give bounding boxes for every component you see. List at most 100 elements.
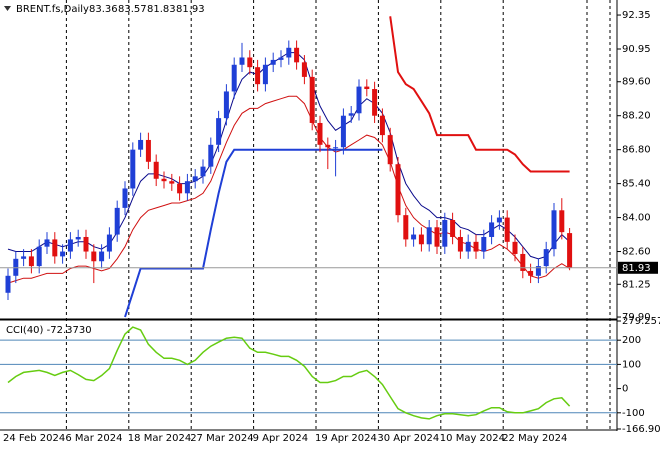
y-tick-label: 84.00 <box>622 213 651 224</box>
y-tick-label: 86.80 <box>622 145 651 156</box>
candle-body <box>91 251 97 262</box>
candle-body <box>543 249 549 267</box>
candle-body <box>130 149 136 189</box>
price-box <box>618 261 658 274</box>
y-tick-label: 81.25 <box>622 279 651 290</box>
ohlc-close: 81.93 <box>176 4 205 15</box>
candle-body <box>395 164 401 216</box>
candle-body <box>512 241 518 254</box>
y-tick-label: -100 <box>622 408 645 419</box>
candle-body <box>340 115 346 148</box>
price-label: 81.93 <box>622 263 651 274</box>
candle-body <box>411 234 417 240</box>
candle-body <box>450 220 456 237</box>
candle-body <box>60 251 66 257</box>
y-tick-label: 100 <box>622 359 641 370</box>
candle-body <box>21 256 27 259</box>
candle-body <box>426 227 432 245</box>
y-tick-label: 82.60 <box>622 247 651 258</box>
symbol-icon <box>4 6 11 11</box>
x-tick-label: 27 Mar 2024 <box>190 433 253 444</box>
candle-body <box>379 115 385 136</box>
y-tick-label: 92.35 <box>622 10 651 21</box>
candle-body <box>138 139 144 150</box>
x-tick-label: 22 May 2024 <box>502 433 567 444</box>
candle-body <box>161 178 167 182</box>
candle-body <box>52 239 58 257</box>
x-tick-label: 10 May 2024 <box>440 433 505 444</box>
candle-body <box>418 234 424 245</box>
indicator-line <box>124 148 383 318</box>
candle-body <box>442 220 448 247</box>
y-tick-label: 89.60 <box>622 77 651 88</box>
candle-body <box>145 139 151 162</box>
candle-body <box>169 181 175 184</box>
candle-body <box>559 210 565 233</box>
candle-body <box>278 57 284 60</box>
candle-body <box>262 64 268 85</box>
candle-body <box>99 251 105 262</box>
candle-body <box>551 210 557 250</box>
candle-body <box>364 86 370 90</box>
candle-body <box>372 89 378 116</box>
candle-body <box>294 47 300 63</box>
y-tick-label: 90.95 <box>622 44 651 55</box>
candle-body <box>28 256 34 267</box>
x-tick-label: 9 Apr 2024 <box>253 433 308 444</box>
cci-line <box>7 326 571 420</box>
candle-body <box>481 236 487 252</box>
candle-body <box>286 47 292 58</box>
candle-body <box>535 266 541 276</box>
candle-body <box>567 233 573 268</box>
candle-body <box>255 67 261 85</box>
candle-body <box>520 253 526 271</box>
y-tick-label: 85.40 <box>622 179 651 190</box>
candle-body <box>114 207 120 235</box>
candle-body <box>216 118 222 145</box>
ohlc-open: 83.36 <box>89 4 118 15</box>
candle-body <box>301 62 307 77</box>
candle-body <box>317 122 323 145</box>
candle-body <box>325 144 331 148</box>
candle-body <box>184 181 190 194</box>
y-tick-label: 79.90 <box>622 312 651 323</box>
x-tick-label: 19 Apr 2024 <box>315 433 377 444</box>
candle-body <box>208 144 214 167</box>
candle-body <box>270 59 276 65</box>
candle-body <box>465 241 471 252</box>
x-tick-label: 18 Mar 2024 <box>128 433 191 444</box>
ohlc-low: 81.83 <box>147 4 176 15</box>
candle-body <box>387 135 393 165</box>
candle-body <box>5 275 11 293</box>
y-tick-label: 200 <box>622 335 641 346</box>
candle-body <box>192 176 198 182</box>
y-tick-label: 279.2571 <box>622 316 660 327</box>
candle-body <box>75 236 81 240</box>
y-tick-label: 88.20 <box>622 111 651 122</box>
candle-body <box>67 239 73 252</box>
candle-body <box>36 246 42 267</box>
candle-body <box>489 222 495 237</box>
candle-body <box>122 188 128 208</box>
indicator-line <box>389 16 570 173</box>
x-tick-label: 6 Mar 2024 <box>65 433 122 444</box>
candle-body <box>223 91 229 119</box>
candle-body <box>239 57 245 65</box>
candle-body <box>403 215 409 240</box>
candle-body <box>528 270 534 276</box>
candle-body <box>504 217 510 242</box>
candle-body <box>83 236 89 252</box>
y-tick-label: -166.904 <box>622 424 660 435</box>
candle-body <box>309 76 315 123</box>
candle-body <box>177 183 183 194</box>
candle-body <box>473 241 479 252</box>
chart-title: BRENT.fs,Daily <box>16 4 89 15</box>
x-tick-label: 24 Feb 2024 <box>3 433 65 444</box>
candle-body <box>44 239 50 247</box>
x-tick-label: 30 Apr 2024 <box>377 433 439 444</box>
y-tick-label: 0 <box>622 384 628 395</box>
candle-body <box>356 86 362 114</box>
ohlc-high: 83.57 <box>118 4 147 15</box>
candle-body <box>434 227 440 247</box>
